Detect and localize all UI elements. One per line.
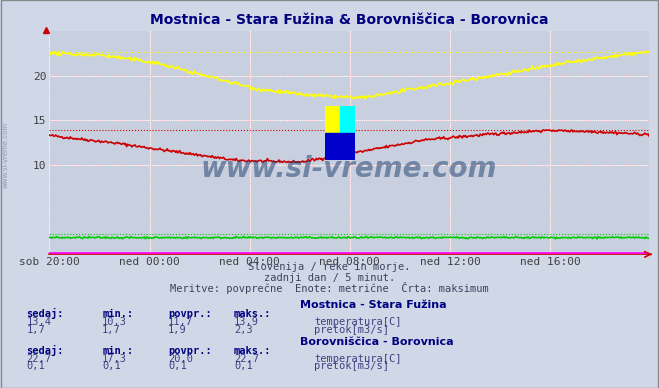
Text: temperatura[C]: temperatura[C] (314, 353, 402, 364)
Text: 0,1: 0,1 (102, 361, 121, 371)
Text: www.si-vreme.com: www.si-vreme.com (201, 155, 498, 184)
Text: 20,0: 20,0 (168, 353, 193, 364)
Text: pretok[m3/s]: pretok[m3/s] (314, 361, 389, 371)
Text: 22,7: 22,7 (234, 353, 259, 364)
Text: 1,7: 1,7 (102, 324, 121, 334)
Text: 1,7: 1,7 (26, 324, 45, 334)
Text: 22,7: 22,7 (26, 353, 51, 364)
Text: 13,9: 13,9 (234, 317, 259, 327)
Bar (326, 133, 355, 161)
Title: Mostnica - Stara Fužina & Borovniščica - Borovnica: Mostnica - Stara Fužina & Borovniščica -… (150, 13, 548, 27)
Text: 1,9: 1,9 (168, 324, 186, 334)
Text: pretok[m3/s]: pretok[m3/s] (314, 324, 389, 334)
Text: min.:: min.: (102, 309, 133, 319)
Text: Borovniščica - Borovnica: Borovniščica - Borovnica (300, 337, 453, 347)
Bar (340, 106, 355, 133)
Text: maks.:: maks.: (234, 309, 272, 319)
Text: povpr.:: povpr.: (168, 309, 212, 319)
Text: sedaj:: sedaj: (26, 308, 64, 319)
Text: temperatura[C]: temperatura[C] (314, 317, 402, 327)
Text: Meritve: povprečne  Enote: metrične  Črta: maksimum: Meritve: povprečne Enote: metrične Črta:… (170, 282, 489, 294)
Text: maks.:: maks.: (234, 346, 272, 356)
Text: 0,1: 0,1 (26, 361, 45, 371)
Text: min.:: min.: (102, 346, 133, 356)
Text: povpr.:: povpr.: (168, 346, 212, 356)
Text: 10,3: 10,3 (102, 317, 127, 327)
Text: 13,4: 13,4 (26, 317, 51, 327)
Bar (326, 106, 340, 133)
Text: 0,1: 0,1 (234, 361, 252, 371)
Text: 17,3: 17,3 (102, 353, 127, 364)
Text: 2,3: 2,3 (234, 324, 252, 334)
Text: www.si-vreme.com: www.si-vreme.com (2, 122, 9, 188)
Text: sedaj:: sedaj: (26, 345, 64, 356)
Text: Mostnica - Stara Fužina: Mostnica - Stara Fužina (300, 300, 446, 310)
Text: 11,7: 11,7 (168, 317, 193, 327)
Text: 0,1: 0,1 (168, 361, 186, 371)
Text: Slovenija / reke in morje.: Slovenija / reke in morje. (248, 262, 411, 272)
Text: zadnji dan / 5 minut.: zadnji dan / 5 minut. (264, 273, 395, 283)
